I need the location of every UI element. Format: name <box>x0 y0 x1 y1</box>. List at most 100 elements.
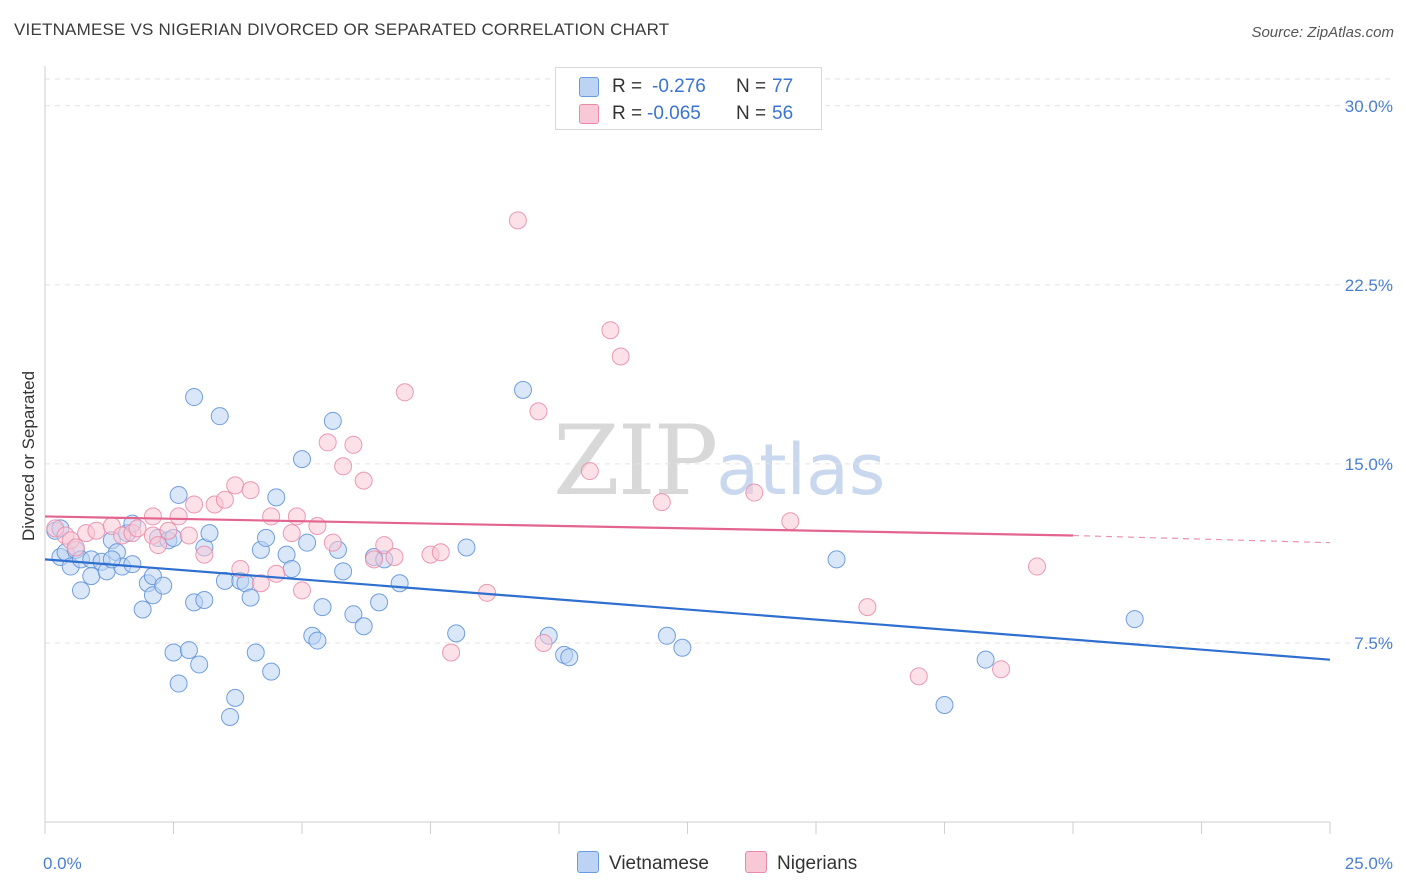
point-nigerians <box>375 536 394 555</box>
point-nigerians <box>334 457 353 476</box>
point-vietnamese <box>154 576 173 595</box>
point-vietnamese <box>514 380 533 399</box>
point-nigerians <box>159 521 178 540</box>
legend-item-nigerians: Nigerians <box>745 851 857 875</box>
point-nigerians <box>580 462 599 481</box>
tick-labels: 7.5% 15.0% 22.5% 30.0% 0.0% 25.0% <box>43 97 1393 873</box>
point-vietnamese <box>71 581 90 600</box>
legend-r-value: -0.065 <box>647 103 701 124</box>
point-vietnamese <box>200 524 219 543</box>
point-nigerians <box>909 667 928 686</box>
point-vietnamese <box>169 674 188 693</box>
point-nigerians <box>287 507 306 526</box>
point-vietnamese <box>241 588 260 607</box>
data-points <box>46 211 1144 726</box>
point-vietnamese <box>221 707 240 726</box>
x-tick-label: 0.0% <box>43 854 82 873</box>
legend-swatch-nigerians <box>745 851 767 873</box>
point-nigerians <box>385 548 404 567</box>
point-nigerians <box>282 524 301 543</box>
point-vietnamese <box>164 643 183 662</box>
point-nigerians <box>534 633 553 652</box>
point-nigerians <box>293 581 311 600</box>
legend-n-label: N = <box>736 103 767 124</box>
point-vietnamese <box>344 605 363 624</box>
point-nigerians <box>179 526 198 545</box>
point-nigerians <box>262 507 281 526</box>
point-nigerians <box>185 495 204 514</box>
point-vietnamese <box>457 538 476 557</box>
trend-lines <box>44 515 1331 661</box>
point-nigerians <box>529 402 548 421</box>
legend-swatch-vietnamese <box>579 77 599 97</box>
point-vietnamese <box>673 638 692 657</box>
point-vietnamese <box>447 624 466 643</box>
point-nigerians <box>364 550 383 569</box>
point-vietnamese <box>298 533 317 552</box>
point-nigerians <box>318 433 337 452</box>
point-nigerians <box>143 507 162 526</box>
point-vietnamese <box>179 641 198 660</box>
trend-extension-nigerians <box>1072 534 1331 544</box>
point-nigerians <box>395 383 414 402</box>
point-vietnamese <box>257 528 276 547</box>
point-nigerians <box>611 347 630 366</box>
point-nigerians <box>231 559 250 578</box>
point-nigerians <box>508 211 527 230</box>
chart-title: VIETNAMESE VS NIGERIAN DIVORCED OR SEPAR… <box>14 20 670 39</box>
point-vietnamese <box>82 567 101 586</box>
point-vietnamese <box>313 598 332 617</box>
point-nigerians <box>652 493 671 512</box>
correlation-legend: R = -0.276 N = 77 R = -0.065 N = 56 <box>555 67 822 130</box>
axes <box>44 66 1331 834</box>
point-vietnamese <box>133 600 152 619</box>
point-nigerians <box>149 536 168 555</box>
point-vietnamese <box>293 450 311 469</box>
legend-n-label: N = <box>736 76 767 97</box>
point-vietnamese <box>1125 610 1144 629</box>
point-vietnamese <box>262 662 281 681</box>
trend-line-nigerians <box>44 515 1074 537</box>
point-vietnamese <box>560 648 579 667</box>
legend-n-value: 77 <box>772 76 794 97</box>
point-nigerians <box>858 598 877 617</box>
legend-item-vietnamese: Vietnamese <box>577 851 709 875</box>
point-nigerians <box>128 519 147 538</box>
point-vietnamese <box>935 696 954 715</box>
point-vietnamese <box>354 617 373 636</box>
point-vietnamese <box>185 388 204 407</box>
point-vietnamese <box>334 562 353 581</box>
legend-swatch-vietnamese <box>577 851 599 873</box>
source-label: Source: ZipAtlas.com <box>1251 24 1394 41</box>
point-nigerians <box>251 574 270 593</box>
point-nigerians <box>442 643 461 662</box>
point-vietnamese <box>390 574 409 593</box>
point-nigerians <box>169 507 188 526</box>
point-nigerians <box>354 471 373 490</box>
y-tick-label: 7.5% <box>1354 634 1393 653</box>
watermark: ZIPatlas <box>553 405 885 517</box>
point-nigerians <box>781 512 800 531</box>
watermark-atlas: atlas <box>716 429 886 511</box>
y-tick-label: 15.0% <box>1345 455 1393 474</box>
legend-label-vietnamese: Vietnamese <box>609 853 709 874</box>
x-tick-label: 25.0% <box>1345 854 1393 873</box>
point-nigerians <box>745 483 764 502</box>
point-vietnamese <box>370 593 389 612</box>
point-vietnamese <box>190 655 209 674</box>
legend-label-nigerians: Nigerians <box>777 853 858 874</box>
point-vietnamese <box>246 643 265 662</box>
grid-lines <box>45 78 1392 644</box>
trend-line-vietnamese <box>44 558 1331 661</box>
point-vietnamese <box>267 488 286 507</box>
point-vietnamese <box>169 485 188 504</box>
point-vietnamese <box>195 590 214 609</box>
point-nigerians <box>226 476 245 495</box>
point-nigerians <box>308 516 327 535</box>
y-tick-label: 30.0% <box>1345 97 1393 116</box>
point-nigerians <box>241 481 260 500</box>
point-nigerians <box>267 564 286 583</box>
point-vietnamese <box>210 407 229 426</box>
point-nigerians <box>601 321 620 340</box>
